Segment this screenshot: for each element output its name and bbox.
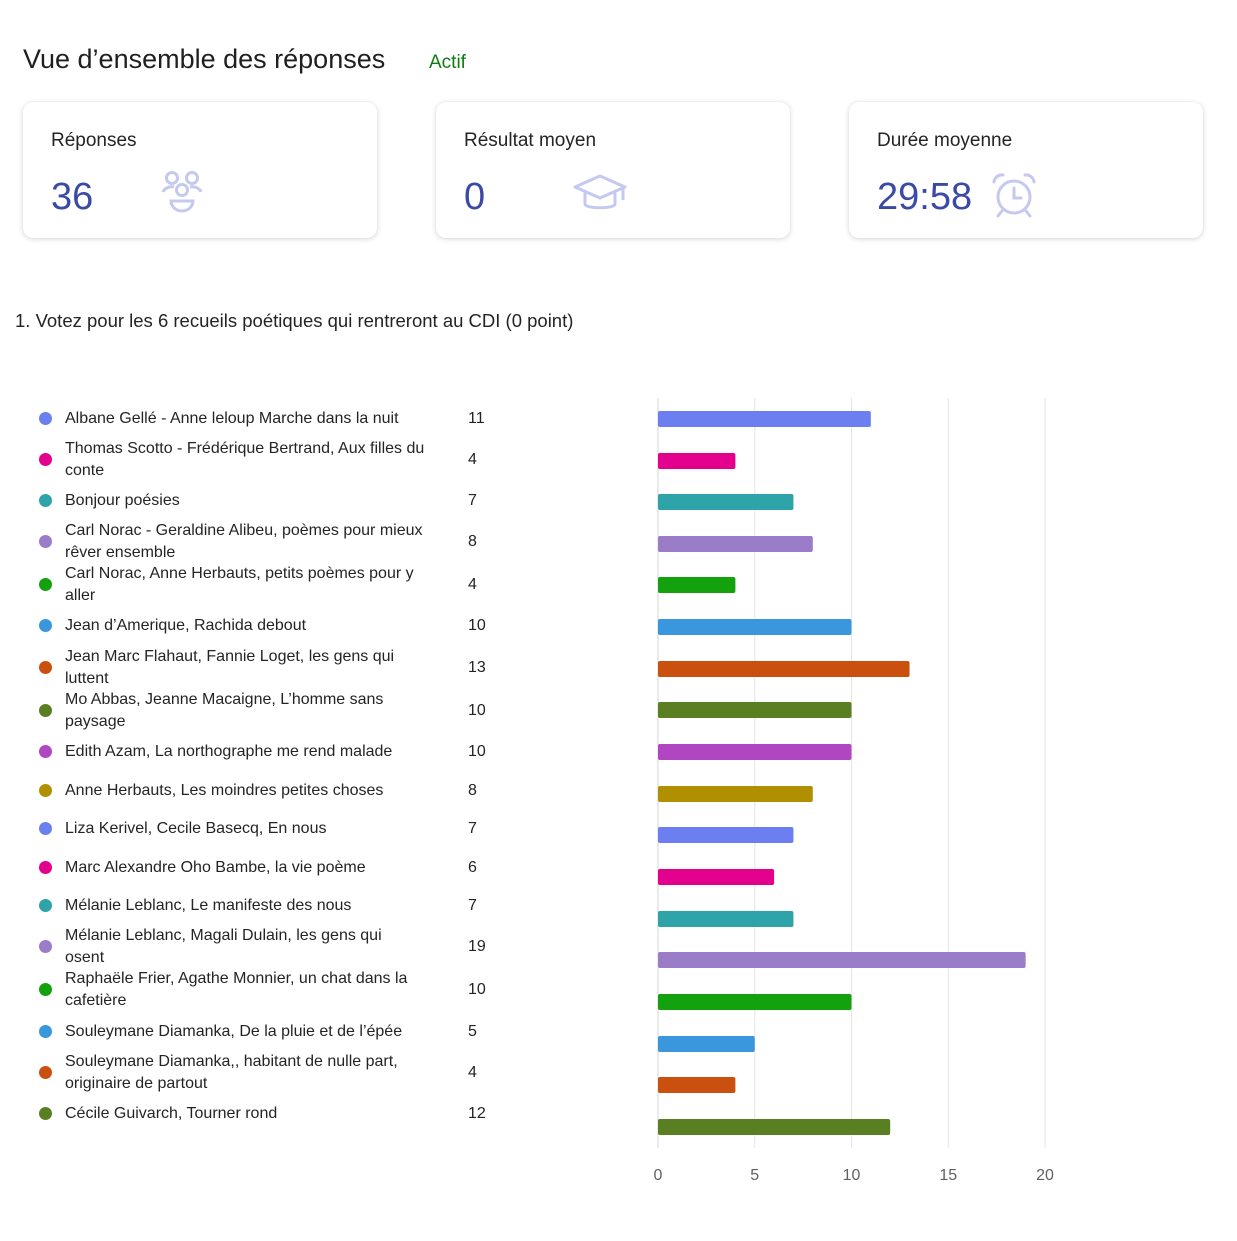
legend-dot-icon [39,983,52,996]
legend-label: Edith Azam, La northographe me rend mala… [65,743,393,760]
legend-count: 4 [468,1064,477,1081]
bar[interactable] [658,619,852,635]
bar-chart: 0 5 10 15 20 [654,398,1054,1184]
legend-count: 13 [468,659,486,676]
bar[interactable] [658,827,794,843]
legend-label: Cécile Guivarch, Tourner rond [65,1105,278,1122]
legend-label: Albane Gellé - Anne leloup Marche dans l… [65,410,399,427]
legend-dot-icon [39,822,52,835]
alarm-clock-icon [992,173,1036,218]
legend-count: 5 [468,1023,477,1040]
legend-label: Carl Norac - Geraldine Alibeu, poèmes po… [65,522,423,561]
average-duration-label: Durée moyenne [877,130,1013,151]
graduation-cap-icon [573,174,627,210]
bar[interactable] [658,1036,755,1052]
responses-label: Réponses [51,130,137,151]
legend-label: Souleymane Diamanka,, habitant de nulle … [65,1053,398,1092]
legend-dot-icon [39,578,52,591]
legend-label: Raphaële Frier, Agathe Monnier, un chat … [65,970,408,1009]
average-score-card: Résultat moyen 0 [436,102,790,238]
x-tick-label: 20 [1036,1167,1054,1184]
legend-dot-icon [39,494,52,507]
legend-dot-icon [39,861,52,874]
legend-count: 4 [468,451,477,468]
bar[interactable] [658,661,910,677]
bar[interactable] [658,911,794,927]
legend-count: 8 [468,533,477,550]
status-badge: Actif [429,52,466,73]
legend-label: Mélanie Leblanc, Le manifeste des nous [65,897,352,914]
people-icon [161,171,203,213]
responses-value: 36 [51,176,94,218]
bar[interactable] [658,702,852,718]
responses-card: Réponses 36 [23,102,377,238]
legend-label: Mélanie Leblanc, Magali Dulain, les gens… [65,927,382,966]
legend-label: Anne Herbauts, Les moindres petites chos… [65,782,384,799]
x-tick-label: 10 [843,1167,861,1184]
legend-count: 10 [468,981,486,998]
legend-dot-icon [39,1066,52,1079]
bar[interactable] [658,494,794,510]
legend-dot-icon [39,940,52,953]
header-title: Vue d’ensemble des réponses [23,44,386,74]
average-score-label: Résultat moyen [464,130,597,151]
bar[interactable] [658,952,1026,968]
legend-label: Liza Kerivel, Cecile Basecq, En nous [65,820,327,837]
legend-count: 4 [468,576,477,593]
bar[interactable] [658,453,736,469]
legend-label: Thomas Scotto - Frédérique Bertrand, Aux… [65,440,425,479]
legend-label: Bonjour poésies [65,492,180,509]
legend-label: Carl Norac, Anne Herbauts, petits poèmes… [65,565,414,604]
bar[interactable] [658,577,736,593]
x-tick-label: 5 [750,1167,759,1184]
bar[interactable] [658,869,775,885]
legend-dot-icon [39,784,52,797]
legend-label: Souleymane Diamanka, De la pluie et de l… [65,1023,403,1040]
bar[interactable] [658,744,852,760]
average-score-value: 0 [464,176,486,218]
average-duration-value: 29:58 [877,176,973,218]
legend-count: 6 [468,859,477,876]
bar[interactable] [658,411,871,427]
average-duration-card: Durée moyenne 29:58 [849,102,1203,238]
legend-label: Mo Abbas, Jeanne Macaigne, L’homme sans … [65,691,384,730]
bar[interactable] [658,536,813,552]
legend-count: 10 [468,617,486,634]
legend-count: 7 [468,820,477,837]
legend-count: 12 [468,1105,486,1122]
bar[interactable] [658,1077,736,1093]
legend-dot-icon [39,704,52,717]
legend-count: 10 [468,743,486,760]
legend-dot-icon [39,412,52,425]
legend-count: 7 [468,492,477,509]
legend-dot-icon [39,619,52,632]
bar[interactable] [658,1119,891,1135]
legend-count: 19 [468,938,486,955]
legend-dot-icon [39,661,52,674]
x-tick-label: 15 [939,1167,957,1184]
legend-dot-icon [39,535,52,548]
x-tick-label: 0 [654,1167,663,1184]
legend-count: 8 [468,782,477,799]
legend-label: Marc Alexandre Oho Bambe, la vie poème [65,859,366,876]
bar[interactable] [658,994,852,1010]
bar[interactable] [658,786,813,802]
legend-dot-icon [39,899,52,912]
question-title: 1. Votez pour les 6 recueils poétiques q… [15,310,574,331]
legend-count: 7 [468,897,477,914]
legend-dot-icon [39,745,52,758]
legend-dot-icon [39,453,52,466]
legend-label: Jean d’Amerique, Rachida debout [65,617,307,634]
legend-count: 11 [468,410,485,427]
legend-dot-icon [39,1107,52,1120]
legend-label: Jean Marc Flahaut, Fannie Loget, les gen… [65,648,395,687]
legend-count: 10 [468,702,486,719]
legend-dot-icon [39,1025,52,1038]
